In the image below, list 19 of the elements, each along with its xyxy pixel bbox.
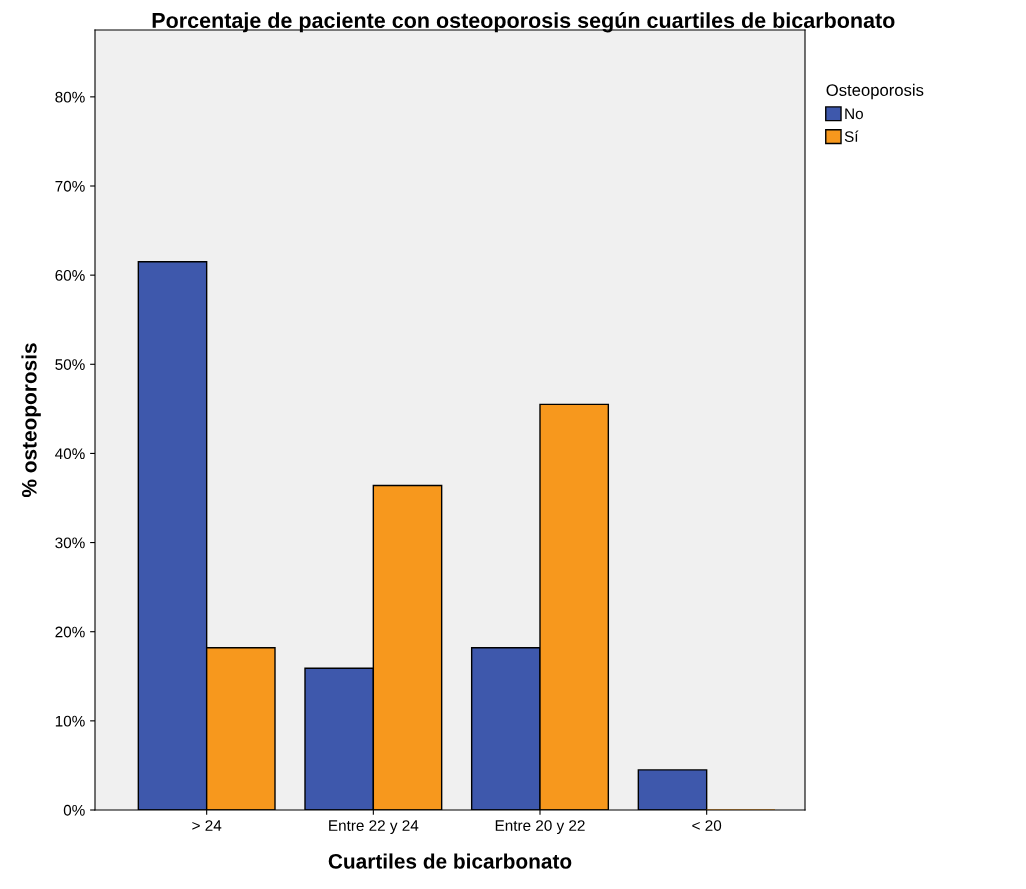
y-tick-label: 80% — [55, 91, 85, 103]
y-tick-label: 50% — [55, 359, 85, 370]
y-tick-label: 60% — [55, 270, 85, 281]
y-tick-label: 10% — [55, 715, 85, 727]
x-tick-label: < 20 — [692, 820, 722, 831]
x-tick-label: > 24 — [192, 820, 222, 831]
chart-title: Porcentaje de paciente con osteoporosis según cuartiles de bicarbonato — [152, 12, 895, 33]
y-tick-label: 20% — [55, 626, 85, 638]
legend-label: Sí — [844, 130, 859, 143]
x-tick-label: Entre 22 y 24 — [329, 820, 419, 834]
x-tick-label: Entre 20 y 22 — [495, 820, 585, 834]
y-tick-label: 30% — [55, 537, 85, 549]
y-tick-label: 0% — [63, 804, 85, 816]
x-axis-title: Cuartiles de bicarbonato — [328, 853, 572, 869]
y-axis-title: % osteoporosis — [21, 343, 41, 498]
legend-title: Osteoporosis — [826, 83, 924, 100]
legend-label: No — [845, 108, 863, 120]
y-tick-label: 40% — [55, 448, 85, 460]
y-tick-label: 70% — [55, 180, 85, 192]
